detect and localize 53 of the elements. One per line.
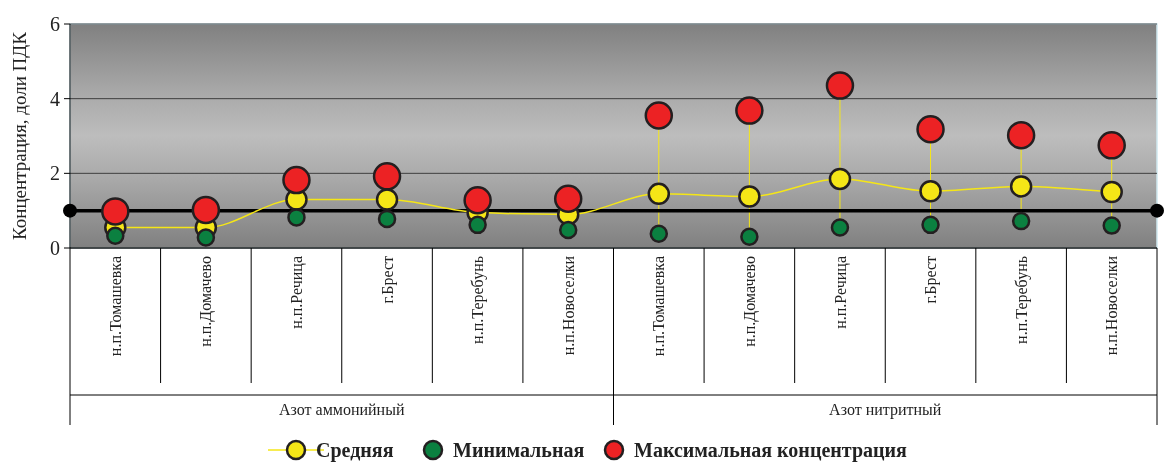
point	[106, 226, 125, 245]
x-tick-label: н.п.Теребунь	[1012, 256, 1031, 344]
point	[1100, 180, 1123, 204]
y-tick-label: 4	[50, 87, 60, 110]
x-tick-label: н.п.Речица	[831, 256, 850, 329]
x-tick-label: н.п.Домачево	[740, 256, 759, 347]
point	[287, 208, 306, 227]
point	[1097, 131, 1126, 160]
point	[830, 218, 850, 237]
x-tick-label: н.п.Новоселки	[559, 255, 577, 356]
point	[558, 220, 578, 240]
x-tick-label: н.п.Речица	[288, 256, 307, 329]
point	[375, 188, 399, 211]
x-tick-label: н.п.Домачево	[197, 256, 216, 347]
point	[644, 101, 674, 130]
point	[919, 180, 942, 203]
point	[740, 227, 759, 247]
x-tick-label: н.п.Новоселки	[1103, 255, 1121, 356]
point	[553, 184, 583, 213]
point	[468, 215, 487, 235]
point	[916, 115, 945, 144]
legend-label: Средняя	[316, 439, 394, 462]
y-axis-title: Концентрация, доли ПДК	[9, 31, 30, 240]
point	[921, 215, 940, 235]
x-tick-label: н.п.Томашевка	[106, 256, 124, 357]
text: Азот аммонийный	[279, 401, 405, 418]
legend-label: Минимальная	[453, 439, 585, 461]
point	[649, 224, 669, 244]
point	[1011, 211, 1031, 231]
point	[825, 71, 855, 100]
point	[1102, 216, 1121, 235]
text: Азот нитритный	[829, 401, 942, 419]
x-tick-label: г.Брест	[922, 256, 941, 304]
point	[647, 182, 671, 206]
point	[1006, 121, 1036, 150]
x-tick-label: г.Брест	[378, 256, 397, 304]
x-tick-label: н.п.Теребунь	[469, 256, 488, 344]
point	[191, 195, 221, 225]
point	[282, 165, 311, 195]
point	[377, 209, 397, 229]
x-tick-label: н.п.Томашевка	[650, 256, 668, 357]
point	[1009, 175, 1033, 198]
point	[372, 162, 402, 191]
point	[828, 167, 852, 191]
legend-label: Максимальная концентрация	[634, 439, 908, 462]
y-tick-label: 0	[50, 237, 60, 259]
point	[196, 228, 216, 247]
point	[101, 197, 130, 226]
y-tick-label: 2	[50, 162, 60, 185]
point	[735, 96, 764, 125]
point	[738, 185, 761, 208]
y-tick-label: 6	[50, 13, 60, 35]
point	[463, 185, 492, 215]
